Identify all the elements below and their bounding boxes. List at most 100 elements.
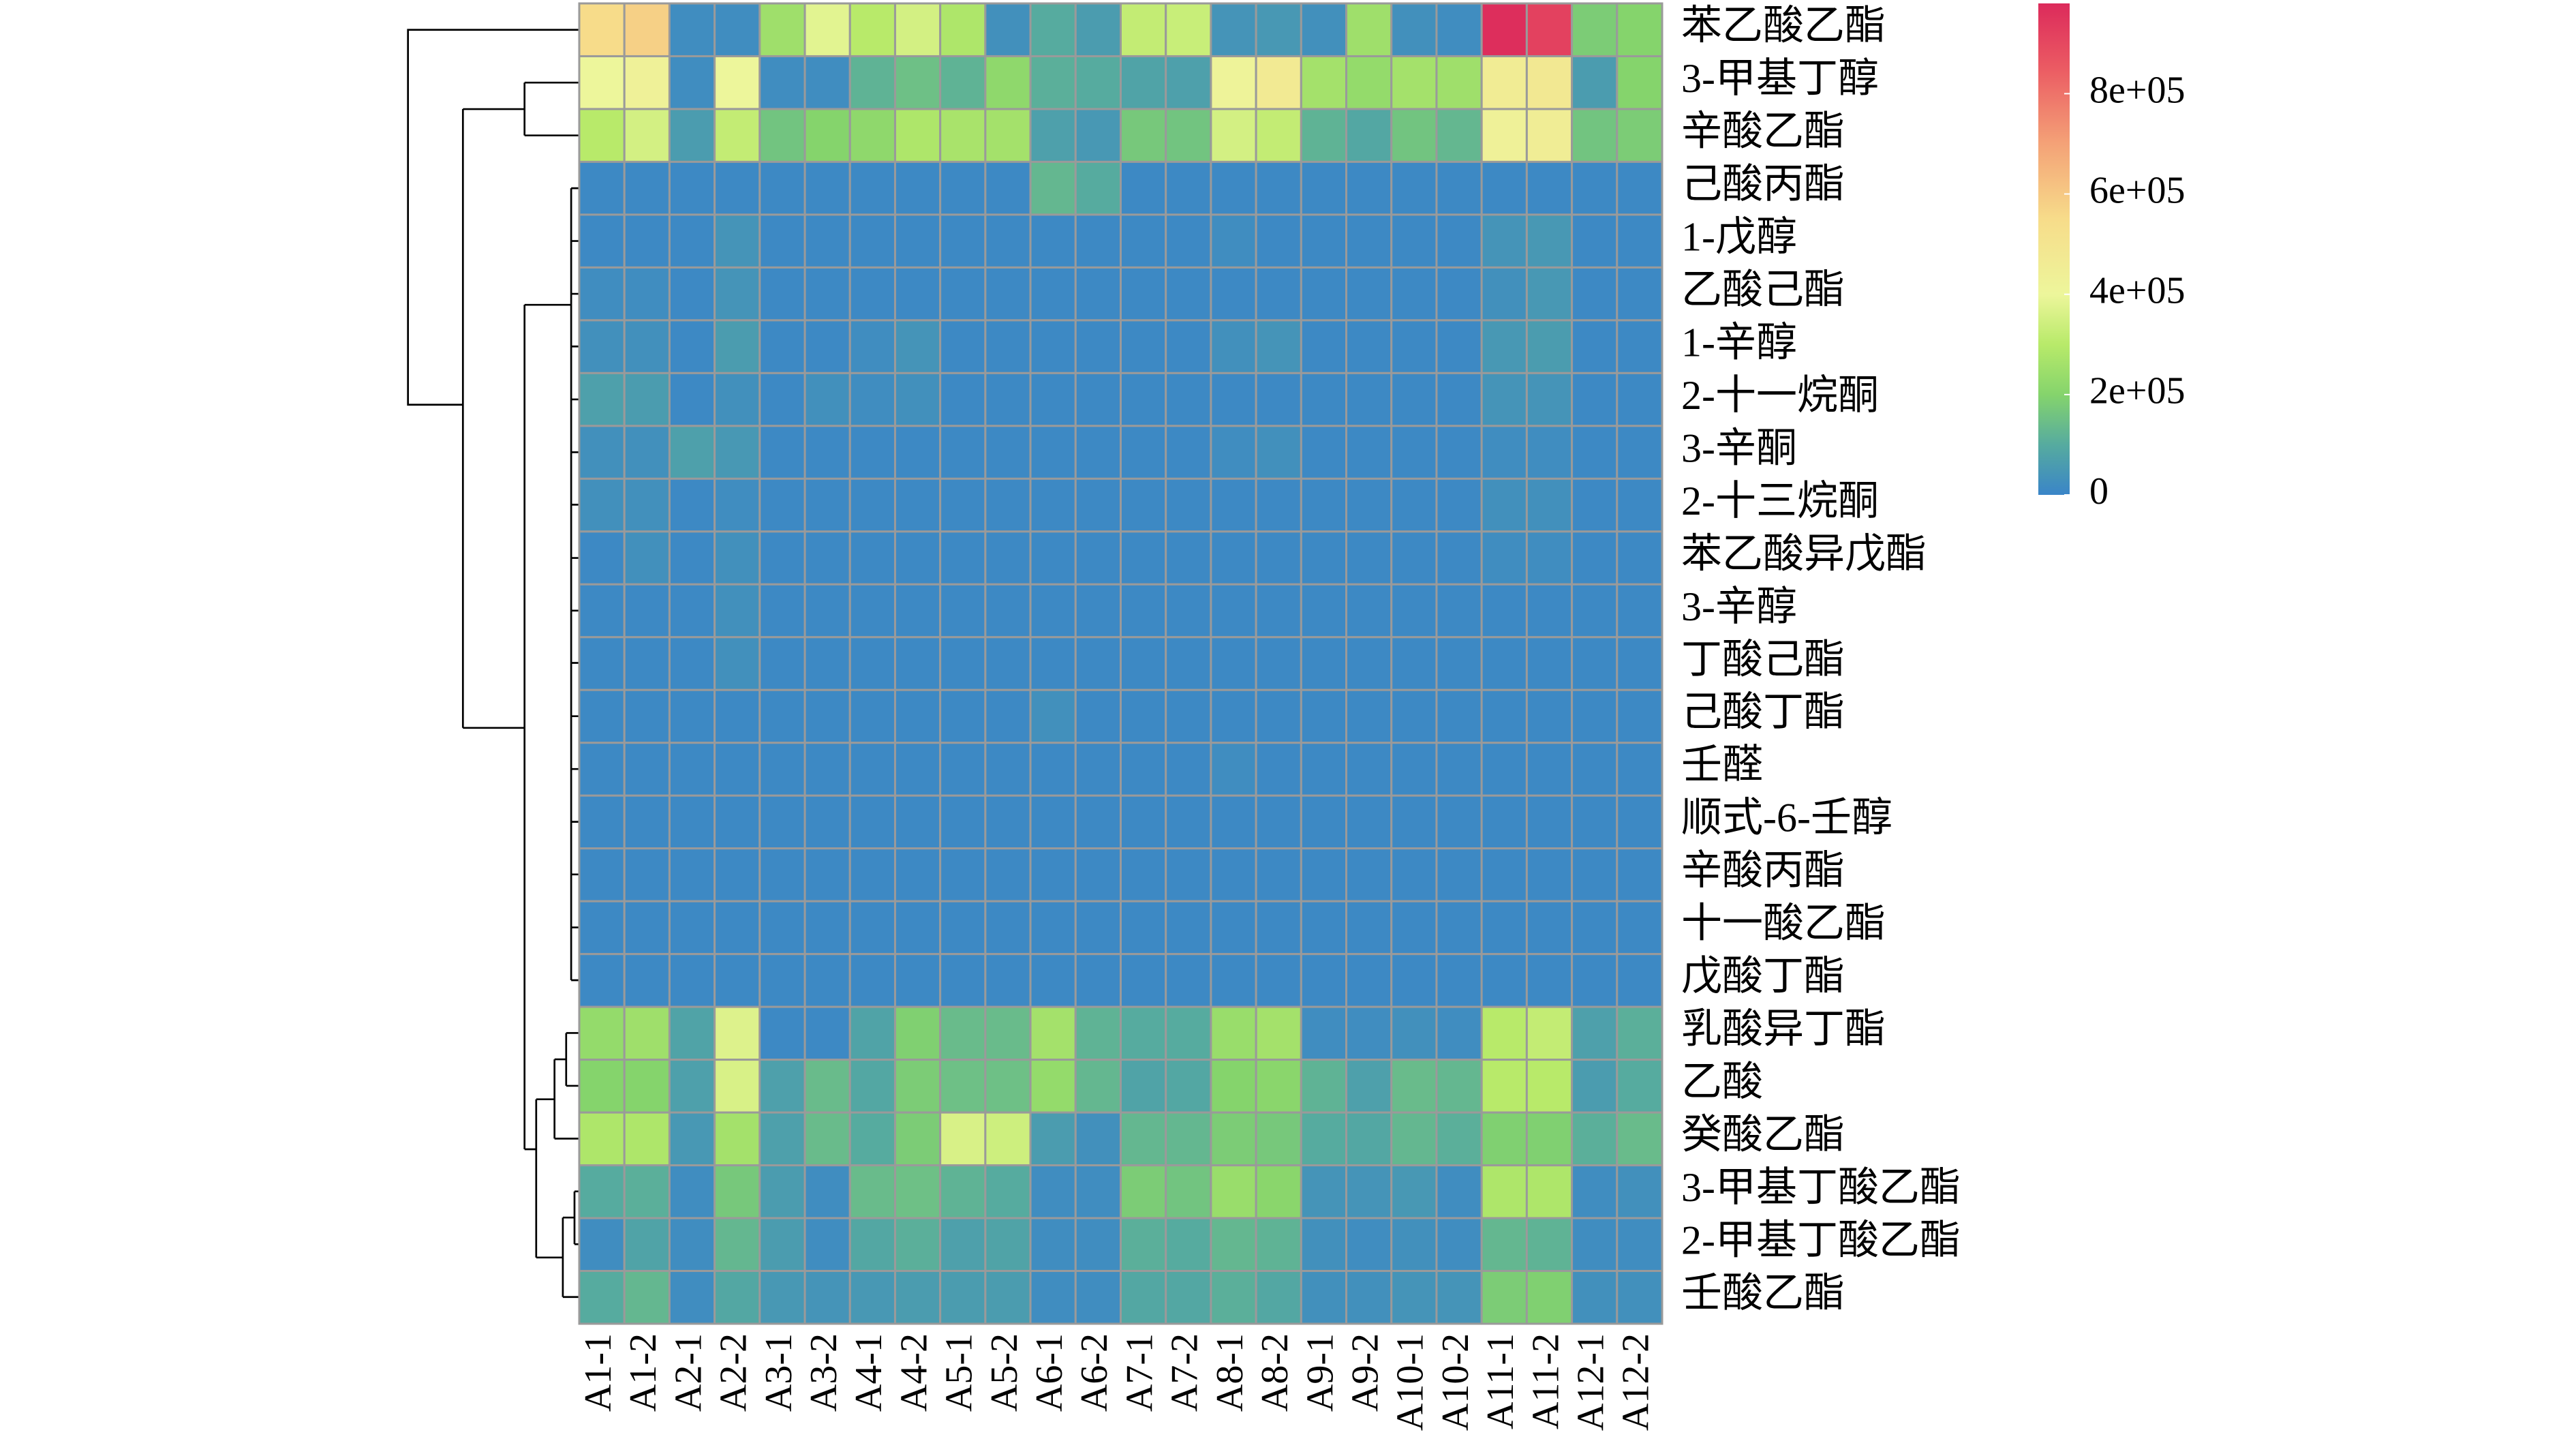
heatmap-cell	[1390, 953, 1438, 1008]
heatmap-cell	[1120, 1270, 1167, 1325]
heatmap-cell	[803, 266, 851, 322]
heatmap-cell	[893, 1217, 942, 1273]
heatmap-cell	[984, 636, 1032, 691]
heatmap-cell	[1074, 371, 1122, 427]
heatmap-cell	[1029, 847, 1077, 902]
heatmap-cell	[1029, 266, 1077, 322]
heatmap-cell	[848, 477, 896, 533]
heatmap-cell	[1480, 953, 1528, 1008]
heatmap-cell	[578, 1270, 626, 1325]
column-label: A7-2	[1164, 1333, 1206, 1412]
row-label: 己酸丙酯	[1681, 162, 1845, 207]
column-label: A5-1	[938, 1333, 981, 1412]
heatmap-cell	[1255, 1059, 1302, 1114]
heatmap-cell	[1525, 1270, 1574, 1325]
heatmap-cell	[1074, 636, 1122, 691]
heatmap-cell	[1480, 530, 1528, 586]
row-label: 己酸丁酯	[1681, 690, 1845, 735]
heatmap-cell	[578, 2, 626, 57]
heatmap-cell	[714, 530, 761, 586]
heatmap-cell	[1435, 1111, 1483, 1167]
heatmap-cell	[578, 847, 626, 902]
heatmap-cell	[623, 688, 671, 744]
heatmap-cell	[939, 953, 987, 1008]
heatmap-cell	[1300, 742, 1348, 797]
heatmap-cell	[1074, 847, 1122, 902]
heatmap-cell	[1255, 1111, 1302, 1167]
heatmap-cell	[984, 425, 1032, 480]
heatmap-cell	[1435, 1217, 1483, 1273]
heatmap-cell	[1165, 583, 1212, 639]
heatmap-cell	[1571, 477, 1619, 533]
heatmap-cell	[668, 794, 716, 850]
heatmap-cell	[623, 636, 671, 691]
heatmap-cell	[1300, 583, 1348, 639]
heatmap-cell	[939, 1059, 987, 1114]
heatmap-cell	[1074, 1164, 1122, 1219]
heatmap-cell	[623, 900, 671, 956]
heatmap-cell	[578, 319, 626, 374]
heatmap-cell	[939, 583, 987, 639]
heatmap-cell	[1571, 160, 1619, 216]
heatmap-cell	[1255, 636, 1302, 691]
heatmap-cell	[1255, 1164, 1302, 1219]
heatmap-cell	[578, 371, 626, 427]
heatmap-cell	[1480, 160, 1528, 216]
heatmap-cell	[1210, 794, 1257, 850]
heatmap-cell	[848, 213, 896, 269]
row-label: 乙酸	[1681, 1059, 1763, 1104]
column-label: A2-1	[667, 1333, 709, 1412]
heatmap-cell	[1480, 1164, 1528, 1219]
heatmap-cell	[1300, 953, 1348, 1008]
heatmap-cell	[939, 1111, 987, 1167]
heatmap-cell	[668, 1111, 716, 1167]
heatmap-cell	[1480, 1059, 1528, 1114]
heatmap-cell	[1210, 636, 1257, 691]
heatmap-cell	[1300, 2, 1348, 57]
heatmap-cell	[623, 1059, 671, 1114]
heatmap-cell	[1300, 1270, 1348, 1325]
heatmap-cell	[1210, 1059, 1257, 1114]
heatmap-cell	[1255, 55, 1302, 110]
heatmap-cell	[1616, 847, 1663, 902]
heatmap-cell	[1345, 108, 1393, 163]
heatmap-cell	[1390, 847, 1438, 902]
heatmap-cell	[1571, 371, 1619, 427]
heatmap-cell	[1300, 371, 1348, 427]
heatmap-cell	[623, 477, 671, 533]
heatmap-cell	[1120, 266, 1167, 322]
heatmap-cell	[578, 1164, 626, 1219]
heatmap-cell	[1480, 900, 1528, 956]
heatmap-cell	[714, 108, 761, 163]
heatmap-cell	[1165, 371, 1212, 427]
heatmap-cell	[1074, 55, 1122, 110]
heatmap-cell	[714, 1111, 761, 1167]
heatmap-cell	[1390, 2, 1438, 57]
heatmap-cell	[578, 160, 626, 216]
heatmap-cell	[1165, 1164, 1212, 1219]
column-label: A3-2	[803, 1333, 845, 1412]
heatmap-cell	[1210, 213, 1257, 269]
heatmap-cell	[668, 530, 716, 586]
heatmap-cell	[668, 55, 716, 110]
heatmap-cell	[939, 108, 987, 163]
heatmap-cell	[1435, 636, 1483, 691]
heatmap-cell	[668, 636, 716, 691]
heatmap-cell	[1255, 794, 1302, 850]
heatmap-cell	[1390, 530, 1438, 586]
heatmap-cell	[1616, 636, 1663, 691]
heatmap-cell	[1390, 477, 1438, 533]
heatmap-cell	[1210, 108, 1257, 163]
heatmap-cell	[1120, 319, 1167, 374]
heatmap-cell	[668, 2, 716, 57]
heatmap-cell	[668, 213, 716, 269]
heatmap-cell	[1525, 688, 1574, 744]
heatmap-cell	[758, 1164, 806, 1219]
heatmap-cell	[803, 371, 851, 427]
heatmap-cell	[1165, 425, 1212, 480]
heatmap-cell	[984, 2, 1032, 57]
heatmap-cell	[1435, 2, 1483, 57]
heatmap-cell	[578, 530, 626, 586]
heatmap-cell	[668, 477, 716, 533]
heatmap-cell	[1390, 160, 1438, 216]
